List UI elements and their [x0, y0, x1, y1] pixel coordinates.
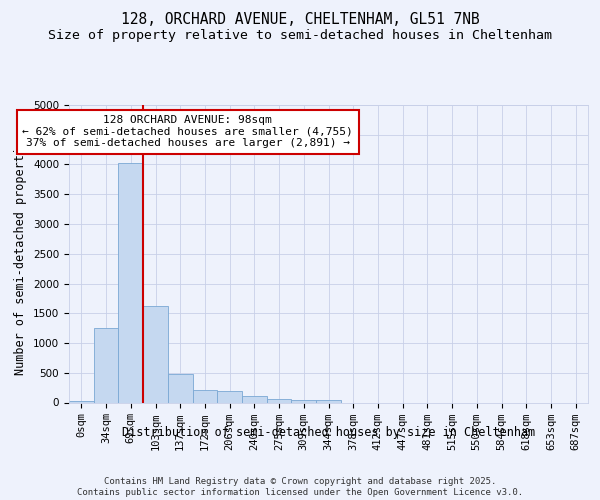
Bar: [143, 306, 168, 402]
Text: 128 ORCHARD AVENUE: 98sqm
← 62% of semi-detached houses are smaller (4,755)
37% : 128 ORCHARD AVENUE: 98sqm ← 62% of semi-…: [22, 115, 353, 148]
Y-axis label: Number of semi-detached properties: Number of semi-detached properties: [14, 132, 28, 375]
Bar: [94, 328, 118, 402]
Bar: [217, 392, 242, 402]
Bar: [242, 396, 267, 402]
Bar: [193, 390, 217, 402]
Bar: [168, 374, 193, 402]
Text: 128, ORCHARD AVENUE, CHELTENHAM, GL51 7NB: 128, ORCHARD AVENUE, CHELTENHAM, GL51 7N…: [121, 12, 479, 28]
Text: Size of property relative to semi-detached houses in Cheltenham: Size of property relative to semi-detach…: [48, 29, 552, 42]
Text: Distribution of semi-detached houses by size in Cheltenham: Distribution of semi-detached houses by …: [122, 426, 535, 439]
Text: Contains HM Land Registry data © Crown copyright and database right 2025.
Contai: Contains HM Land Registry data © Crown c…: [77, 478, 523, 497]
Bar: [292, 400, 316, 402]
Bar: [118, 164, 143, 402]
Bar: [69, 400, 94, 402]
Bar: [316, 400, 341, 402]
Bar: [267, 399, 292, 402]
